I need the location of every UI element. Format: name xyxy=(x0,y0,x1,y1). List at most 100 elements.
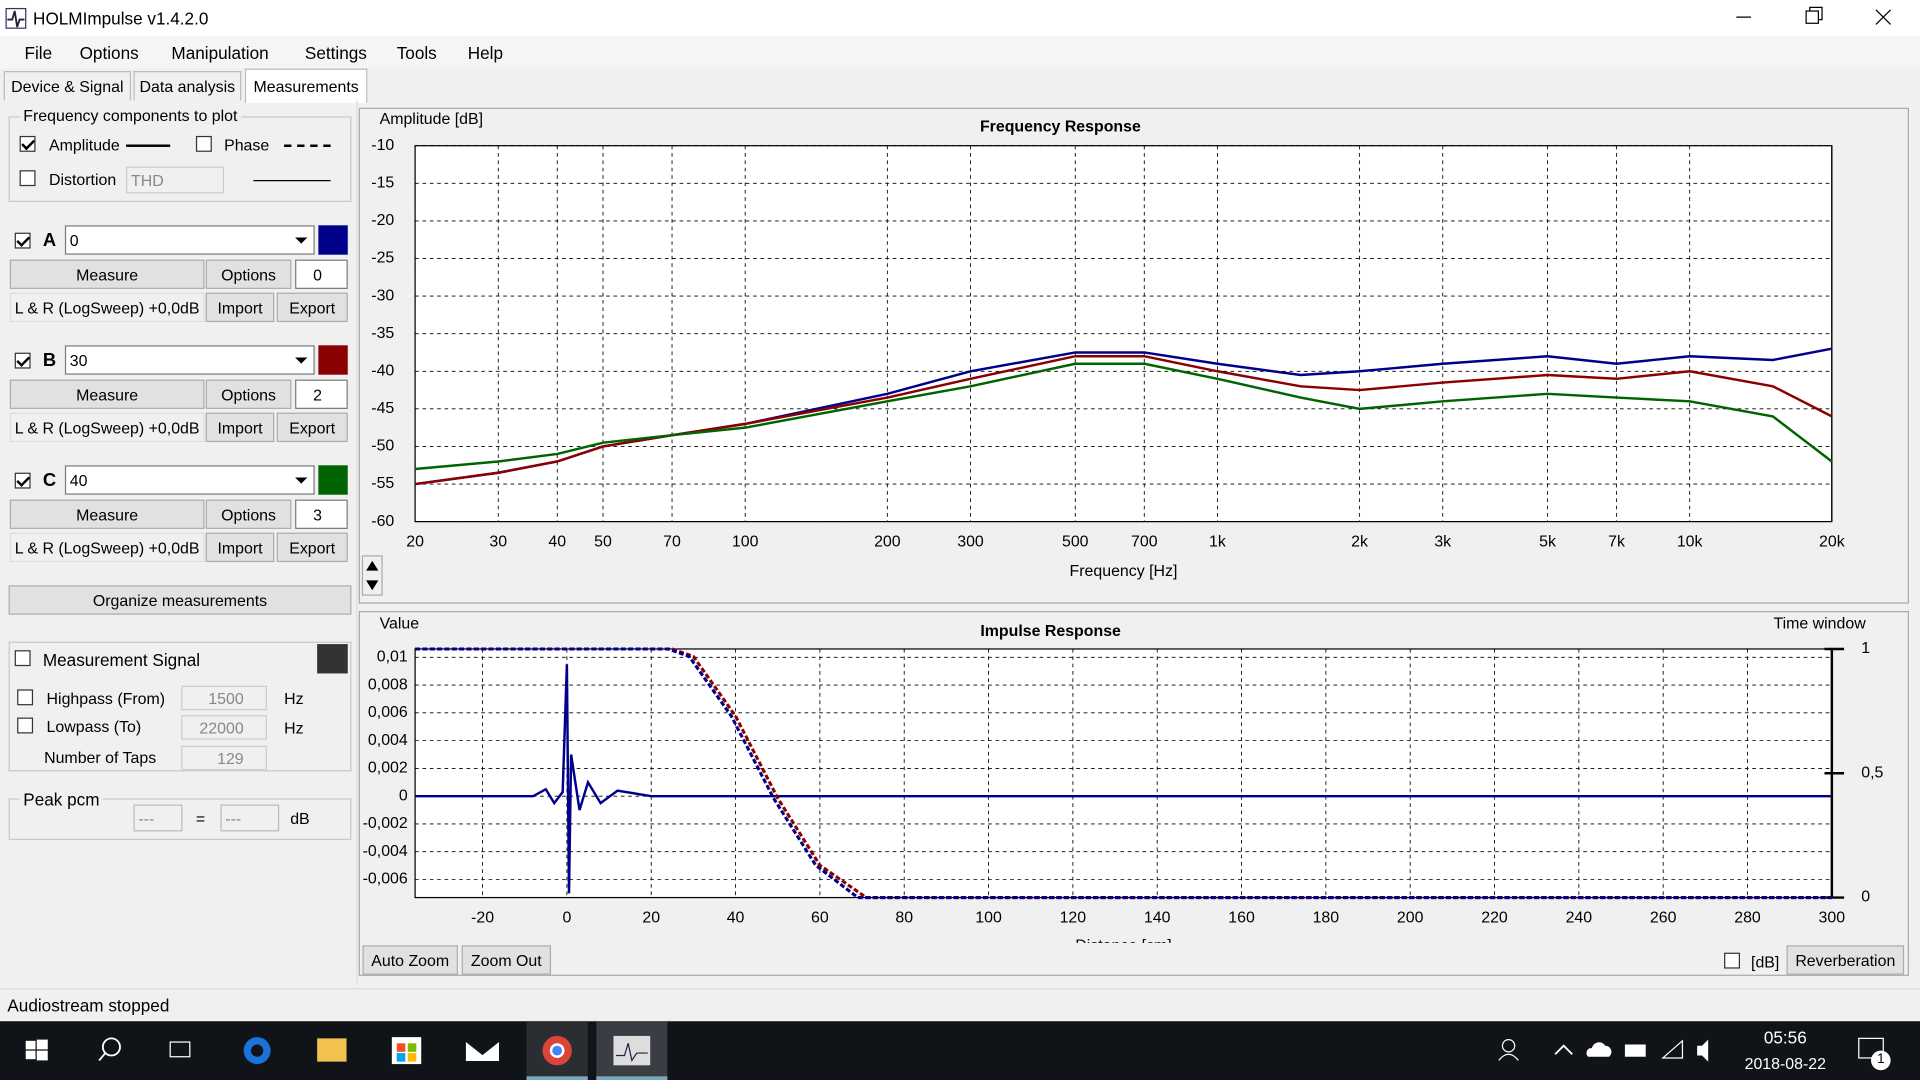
measurement-checkbox[interactable] xyxy=(14,472,31,489)
lowpass-checkbox[interactable] xyxy=(17,717,34,734)
menu-item[interactable]: Manipulation xyxy=(171,42,269,63)
import-button[interactable]: Import xyxy=(205,412,275,443)
zoom-out-button[interactable]: Zoom Out xyxy=(461,945,552,975)
x-tick-label: 50 xyxy=(594,534,612,551)
organize-button[interactable]: Organize measurements xyxy=(8,585,352,615)
y-tick-label: -10 xyxy=(371,137,394,154)
peak-right: --- xyxy=(220,804,280,832)
group-title: Frequency components to plot xyxy=(19,106,242,125)
measure-button[interactable]: Measure xyxy=(9,259,205,289)
impulse-chart: Impulse Response Value Distance [cm] Time w… xyxy=(363,616,1884,943)
amplitude-label: Amplitude xyxy=(48,135,120,155)
x-tick-label: 260 xyxy=(1650,910,1677,927)
distortion-checkbox[interactable] xyxy=(19,170,36,187)
amplitude-checkbox[interactable] xyxy=(19,135,36,152)
x-tick-label: 280 xyxy=(1734,910,1761,927)
import-button[interactable]: Import xyxy=(205,532,275,563)
count-spinner[interactable]: 3 xyxy=(295,499,348,529)
chart-title: Frequency Response xyxy=(980,119,1141,136)
export-button[interactable]: Export xyxy=(276,412,348,443)
count-spinner[interactable]: 2 xyxy=(295,379,348,409)
notification-count[interactable]: 1 xyxy=(1877,1051,1885,1067)
tab[interactable]: Data analysis xyxy=(133,71,242,101)
options-button[interactable]: Options xyxy=(205,379,292,409)
x-tick-label: 30 xyxy=(489,534,507,551)
auto-zoom-button[interactable]: Auto Zoom xyxy=(362,945,458,975)
menu-item[interactable]: Tools xyxy=(396,42,437,63)
series-line xyxy=(414,355,1833,486)
app-icon xyxy=(5,7,27,29)
dropdown-arrow[interactable] xyxy=(295,357,308,364)
measurement-color[interactable] xyxy=(318,225,348,255)
taps-input[interactable]: 129 xyxy=(181,745,267,771)
signal-color[interactable] xyxy=(317,644,348,674)
measurement-checkbox[interactable] xyxy=(14,352,31,369)
measurement-checkbox[interactable] xyxy=(14,232,31,249)
y2-tick-label: 0 xyxy=(1861,889,1870,906)
measurement-color[interactable] xyxy=(318,465,348,495)
scroll-arrows[interactable] xyxy=(361,555,383,596)
highpass-input[interactable]: 1500 xyxy=(181,685,267,711)
y-tick-label: -55 xyxy=(371,475,394,492)
menu-item[interactable]: File xyxy=(24,42,53,63)
clock-time[interactable]: 05:56 xyxy=(1763,1027,1807,1047)
y-axis-label: Value xyxy=(380,616,420,633)
peak-title: Peak pcm xyxy=(19,789,104,810)
y-tick-label: 0,01 xyxy=(377,649,408,666)
lowpass-unit: Hz xyxy=(284,718,304,738)
x-tick-label: 20 xyxy=(642,910,660,927)
taps-label: Number of Taps xyxy=(44,748,157,767)
x-tick-label: 7k xyxy=(1608,534,1625,551)
lowpass-input[interactable]: 22000 xyxy=(181,715,267,740)
x-tick-label: 20k xyxy=(1819,534,1845,551)
reverberation-button[interactable]: Reverberation xyxy=(1786,945,1905,975)
x-tick-label: 1k xyxy=(1209,534,1226,551)
menu-item[interactable]: Options xyxy=(79,42,139,63)
measurement-name[interactable]: 40 xyxy=(64,465,315,495)
clock-date[interactable]: 2018-08-22 xyxy=(1744,1054,1827,1073)
import-button[interactable]: Import xyxy=(205,292,275,323)
peak-equals: = xyxy=(195,809,206,828)
menu-item[interactable]: Settings xyxy=(304,42,367,63)
measure-button[interactable]: Measure xyxy=(9,379,205,409)
menu-item[interactable]: Help xyxy=(467,42,504,63)
y-tick-label: -60 xyxy=(371,513,394,530)
taskbar-icons[interactable] xyxy=(0,1021,1920,1080)
db-label: [dB] xyxy=(1751,952,1780,972)
series-line xyxy=(414,362,1833,471)
dropdown-arrow[interactable] xyxy=(295,477,308,484)
title-bar: HOLMImpulse v1.4.2.0 xyxy=(0,0,1920,37)
phase-checkbox[interactable] xyxy=(195,135,212,152)
distortion-type-select[interactable]: THD xyxy=(126,166,225,194)
window-controls[interactable] xyxy=(1714,0,1920,37)
x-tick-label: 2k xyxy=(1351,534,1368,551)
y-tick-label: -50 xyxy=(371,438,394,455)
measurement-name[interactable]: 0 xyxy=(64,225,315,255)
db-checkbox[interactable] xyxy=(1724,952,1741,969)
export-button[interactable]: Export xyxy=(276,292,348,323)
export-button[interactable]: Export xyxy=(276,532,348,563)
highpass-checkbox[interactable] xyxy=(17,689,34,706)
tab[interactable]: Device & Signal xyxy=(3,71,132,101)
taskbar: 05:56 2018-08-22 1 xyxy=(0,1021,1920,1080)
x-tick-label: 300 xyxy=(1819,910,1846,927)
window-title: HOLMImpulse v1.4.2.0 xyxy=(33,8,209,29)
chart-title: Impulse Response xyxy=(980,623,1121,640)
measure-button[interactable]: Measure xyxy=(9,499,205,529)
phase-label: Phase xyxy=(224,135,270,155)
measurement-name[interactable]: 30 xyxy=(64,345,315,375)
measurement-info: L & R (LogSweep) +0,0dB xyxy=(9,412,205,443)
x-tick-label: 140 xyxy=(1144,910,1171,927)
series-line xyxy=(415,664,1832,894)
count-spinner[interactable]: 0 xyxy=(295,259,348,289)
x-tick-label: 80 xyxy=(895,910,913,927)
x-tick-label: 700 xyxy=(1131,534,1158,551)
measurement-color[interactable] xyxy=(318,345,348,375)
options-button[interactable]: Options xyxy=(205,499,292,529)
dropdown-arrow[interactable] xyxy=(295,237,308,244)
signal-checkbox[interactable] xyxy=(14,650,31,667)
y-tick-label: 0 xyxy=(399,787,408,804)
tab[interactable]: Measurements xyxy=(244,68,368,103)
dashed-line-sample xyxy=(284,144,331,147)
options-button[interactable]: Options xyxy=(205,259,292,289)
